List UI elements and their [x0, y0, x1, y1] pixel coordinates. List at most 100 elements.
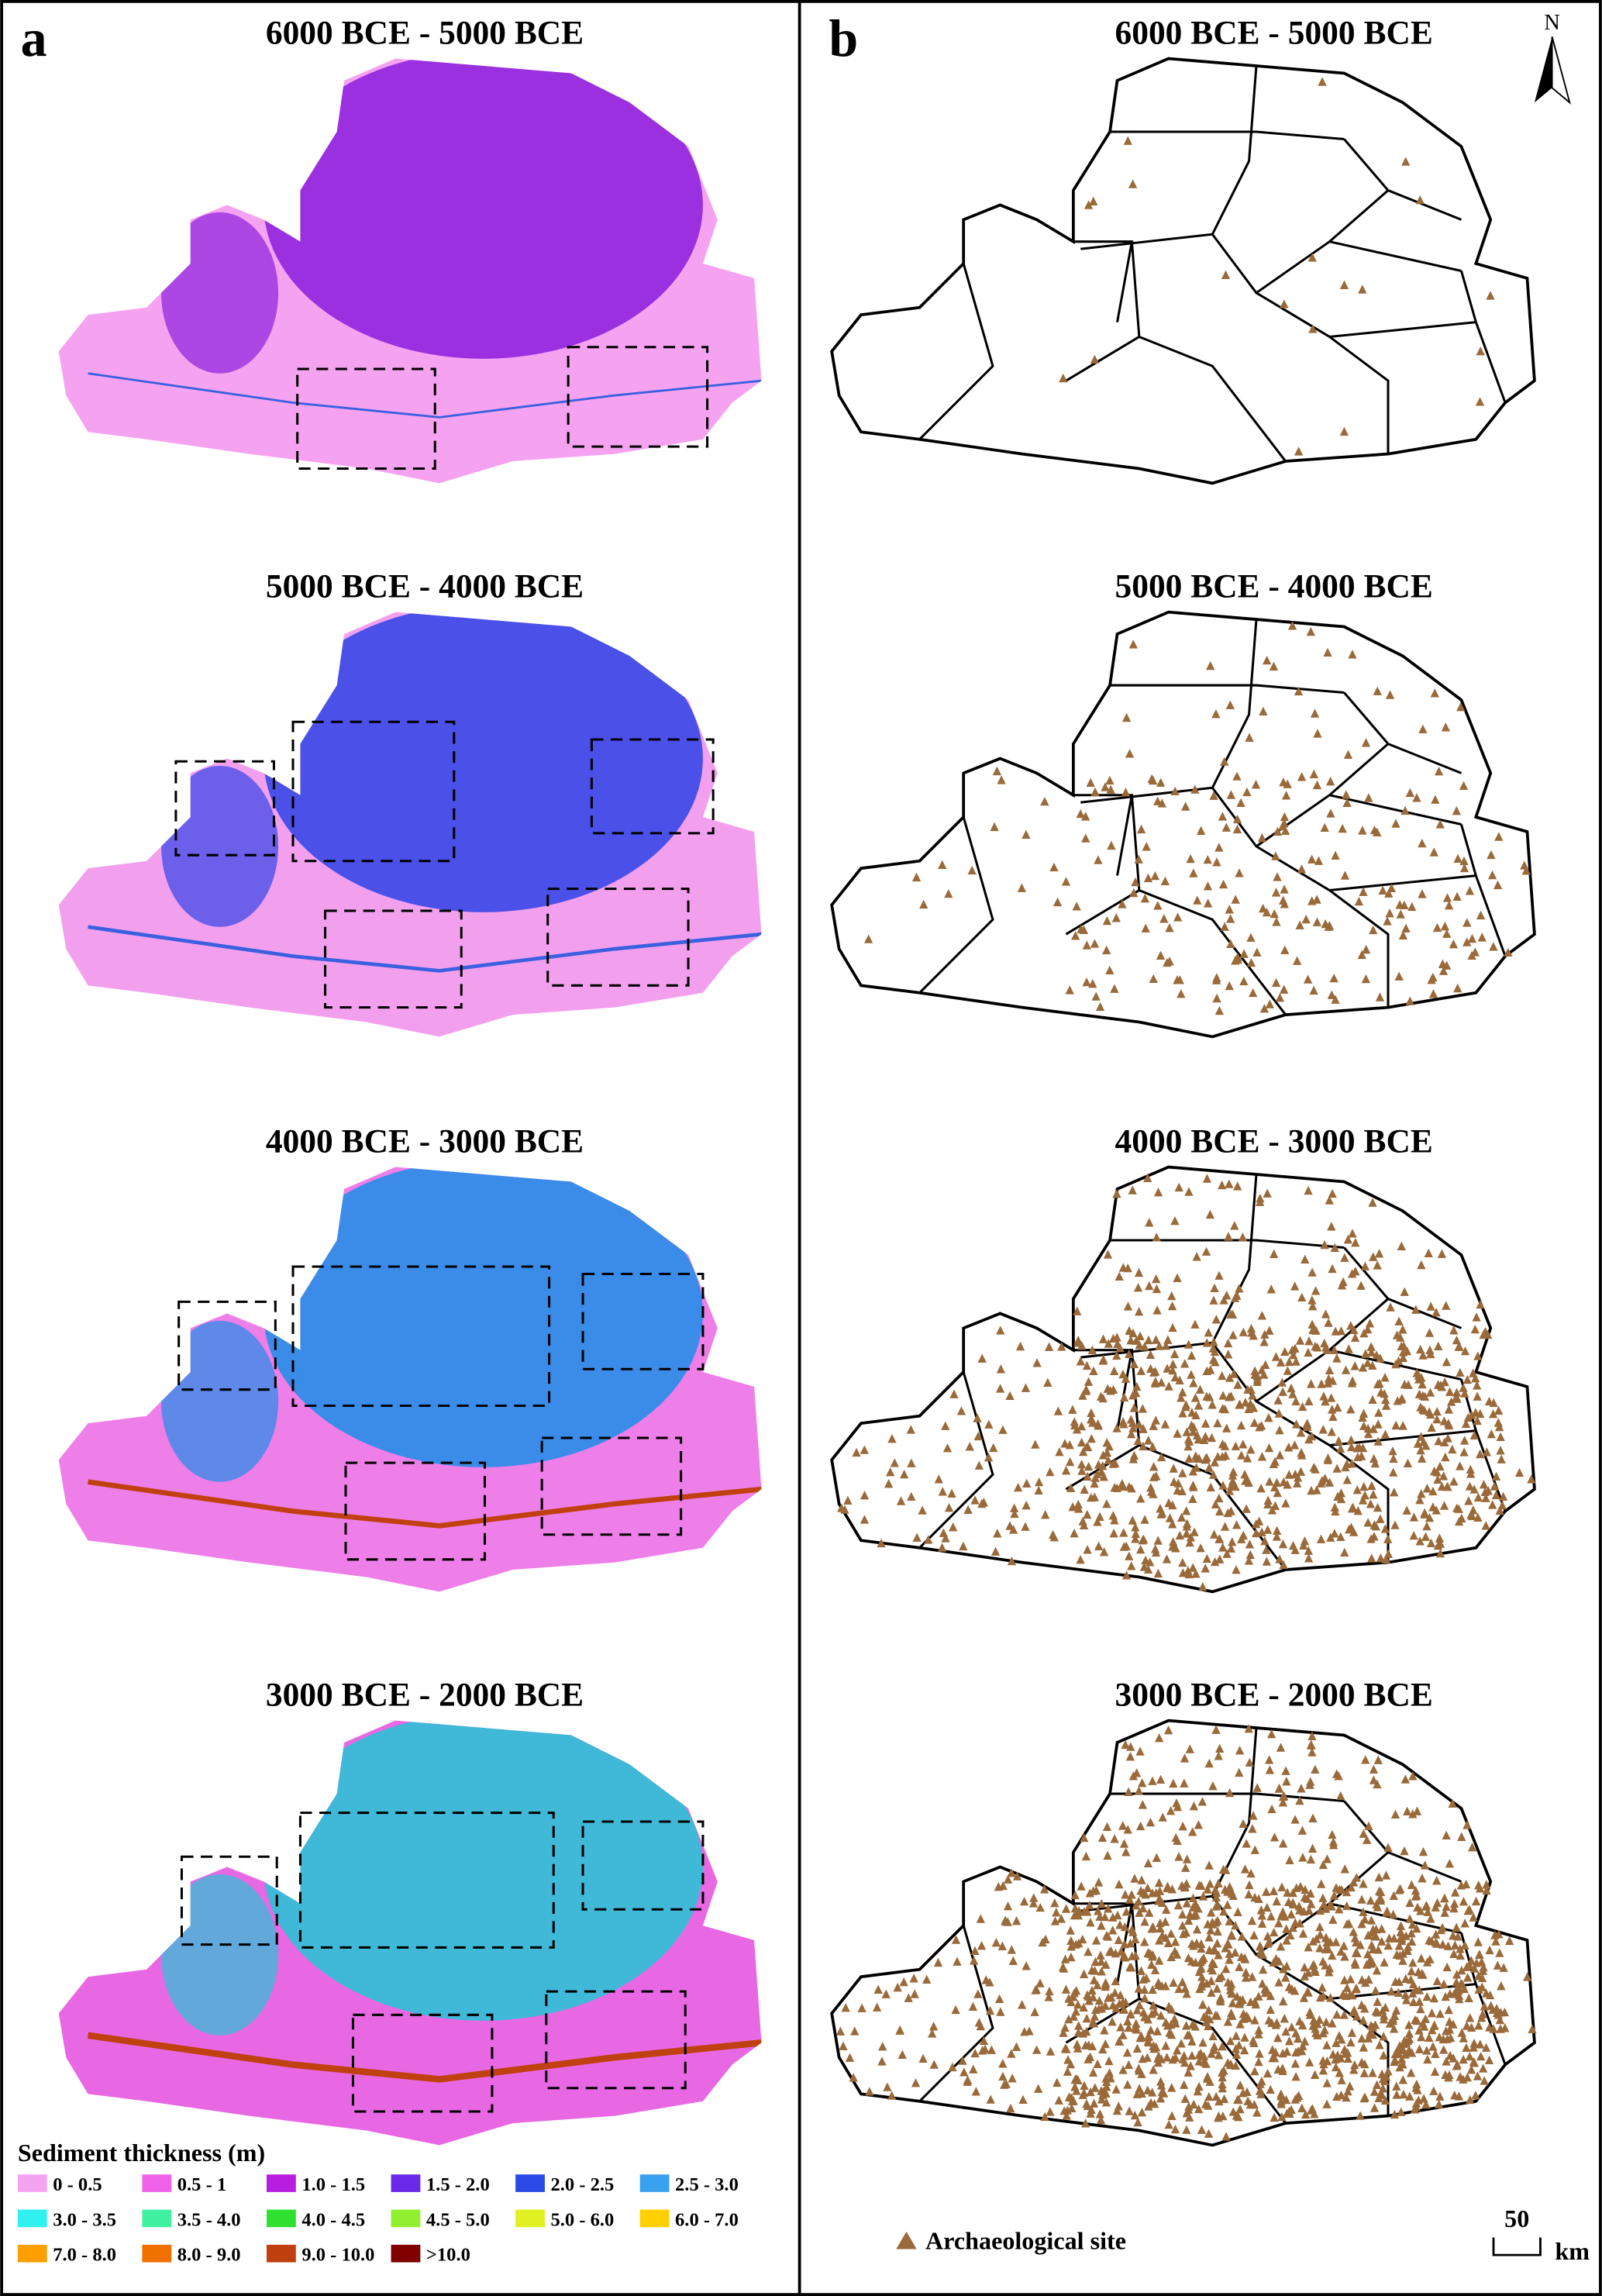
site-marker: [1132, 1336, 1141, 1345]
site-marker: [1015, 1341, 1025, 1351]
site-marker: [1335, 2031, 1344, 2040]
site-marker: [1343, 1235, 1353, 1244]
site-marker: [1114, 2101, 1123, 2111]
site-marker: [1452, 1986, 1462, 1996]
site-marker: [1207, 1987, 1216, 1997]
site-marker: [1204, 1932, 1214, 1942]
site-marker: [1261, 1360, 1270, 1370]
site-marker: [1269, 1886, 1279, 1895]
site-marker: [1280, 1973, 1290, 1982]
site-marker: [1081, 833, 1090, 843]
site-marker: [991, 1937, 1001, 1947]
site-marker: [937, 1543, 947, 1552]
site-marker: [1102, 1499, 1111, 1508]
site-marker: [1212, 993, 1221, 1003]
site-marker: [1407, 1919, 1418, 1929]
site-marker: [1258, 1964, 1268, 1974]
site-marker: [1373, 1436, 1383, 1446]
site-marker: [1246, 1444, 1256, 1454]
site-marker: [981, 1975, 990, 1984]
site-marker: [1467, 1511, 1477, 1521]
site-marker: [1194, 2056, 1204, 2066]
site-marker: [1477, 933, 1487, 942]
site-marker: [1439, 1979, 1449, 1988]
site-marker: [1077, 1466, 1087, 1475]
basin-outline: [830, 610, 1536, 1039]
site-marker: [1239, 1819, 1248, 1828]
site-marker: [1104, 2068, 1115, 2077]
site-marker: [1235, 2019, 1245, 2029]
site-marker: [1148, 1952, 1157, 1961]
site-marker: [1473, 1381, 1482, 1390]
site-marker: [1291, 1396, 1301, 1405]
site-marker: [877, 2056, 887, 2066]
site-marker: [1232, 771, 1242, 781]
site-marker: [1021, 829, 1031, 839]
site-marker: [1318, 2066, 1328, 2075]
site-marker: [1462, 937, 1472, 946]
site-marker: [1347, 2028, 1357, 2037]
site-marker: [1280, 2014, 1289, 2023]
legend-label: 1.5 - 2.0: [426, 2174, 490, 2195]
site-marker: [1090, 1492, 1099, 1501]
site-marker: [1414, 2025, 1424, 2035]
site-marker: [1190, 1393, 1201, 1402]
site-marker: [1406, 2068, 1416, 2077]
site-marker: [1369, 1775, 1379, 1784]
site-marker: [1364, 793, 1373, 802]
legend-label: >10.0: [426, 2245, 470, 2266]
site-marker: [1242, 1839, 1251, 1848]
site-marker: [1149, 974, 1158, 984]
site-marker: [1278, 1839, 1288, 1848]
site-marker: [1101, 1977, 1111, 1987]
site-marker: [1380, 1373, 1390, 1382]
site-marker: [1280, 945, 1290, 955]
site-marker: [1374, 1408, 1383, 1417]
site-marker: [1231, 956, 1240, 965]
site-marker: [1134, 1306, 1144, 1316]
site-marker: [1466, 1469, 1476, 1478]
site-marker: [1203, 2074, 1212, 2083]
site-marker: [1246, 933, 1256, 942]
site-marker: [938, 860, 947, 869]
site-marker: [1252, 947, 1262, 957]
site-marker: [1104, 1455, 1113, 1465]
site-marker: [1150, 870, 1160, 881]
site-marker: [1150, 1378, 1160, 1388]
site-marker: [1201, 2017, 1211, 2026]
site-marker: [1428, 2042, 1438, 2051]
site-marker: [1149, 1421, 1158, 1430]
site-marker: [1121, 712, 1132, 722]
site-marker: [1136, 1366, 1146, 1375]
site-marker: [1338, 823, 1347, 833]
site-marker: [1187, 1350, 1197, 1360]
site-marker: [1301, 1254, 1310, 1264]
site-marker: [1452, 1970, 1462, 1979]
site-marker: [1400, 1287, 1409, 1296]
site-marker: [1138, 1536, 1147, 1545]
site-marker: [1466, 2065, 1476, 2074]
site-marker: [907, 1458, 916, 1467]
site-marker: [1123, 1301, 1133, 1311]
site-marker: [1359, 1421, 1369, 1430]
site-marker: [1361, 974, 1371, 984]
site-marker: [1212, 973, 1221, 982]
site-marker: [1302, 1419, 1312, 1428]
site-marker: [1256, 1484, 1266, 1493]
site-marker: [1211, 1357, 1220, 1367]
site-marker: [1304, 1546, 1314, 1555]
site-marker: [1281, 2026, 1290, 2036]
site-marker: [1366, 1959, 1376, 1968]
site-marker: [1449, 1931, 1458, 1940]
site-marker: [1298, 2041, 1307, 2050]
site-marker: [1235, 868, 1244, 877]
site-marker: [899, 1977, 908, 1987]
site-marker: [1052, 2077, 1062, 2087]
site-marker: [1260, 1987, 1270, 1998]
site-marker: [1223, 1338, 1233, 1348]
site-marker: [1391, 819, 1400, 828]
site-marker: [1316, 1534, 1326, 1543]
site-marker: [1142, 842, 1151, 851]
site-marker: [1225, 1916, 1234, 1925]
site-marker: [1218, 2072, 1227, 2082]
